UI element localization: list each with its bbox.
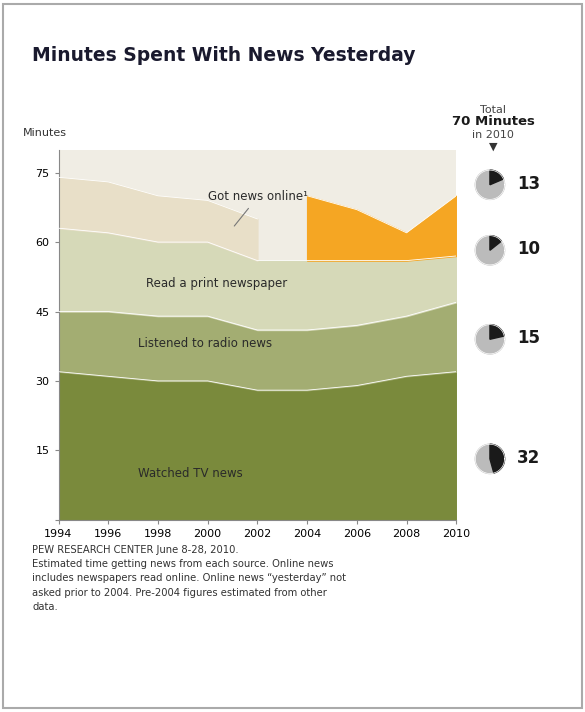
Text: 13: 13 xyxy=(517,174,541,193)
Polygon shape xyxy=(490,444,504,473)
Polygon shape xyxy=(490,236,501,250)
Text: Read a print newspaper: Read a print newspaper xyxy=(146,277,287,290)
Polygon shape xyxy=(490,325,504,339)
Polygon shape xyxy=(490,170,503,185)
Polygon shape xyxy=(476,444,504,473)
Text: Got news online¹: Got news online¹ xyxy=(208,190,308,226)
Polygon shape xyxy=(476,170,504,199)
Text: 32: 32 xyxy=(517,449,541,467)
Text: Minutes: Minutes xyxy=(23,128,67,138)
Polygon shape xyxy=(476,325,504,354)
Text: 15: 15 xyxy=(517,329,540,347)
Text: Total: Total xyxy=(480,105,506,115)
Polygon shape xyxy=(476,236,504,265)
Text: 10: 10 xyxy=(517,240,540,258)
Text: 70 Minutes: 70 Minutes xyxy=(452,115,535,128)
Text: Listened to radio news: Listened to radio news xyxy=(138,337,272,350)
Text: in 2010: in 2010 xyxy=(472,130,514,140)
Text: ▼: ▼ xyxy=(489,142,497,152)
Text: Minutes Spent With News Yesterday: Minutes Spent With News Yesterday xyxy=(32,46,416,66)
Text: PEW RESEARCH CENTER June 8-28, 2010.
Estimated time getting news from each sourc: PEW RESEARCH CENTER June 8-28, 2010. Est… xyxy=(32,545,346,612)
Text: Watched TV news: Watched TV news xyxy=(138,467,243,480)
